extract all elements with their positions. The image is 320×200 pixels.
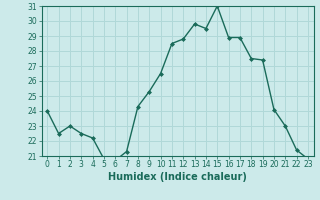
X-axis label: Humidex (Indice chaleur): Humidex (Indice chaleur) <box>108 172 247 182</box>
